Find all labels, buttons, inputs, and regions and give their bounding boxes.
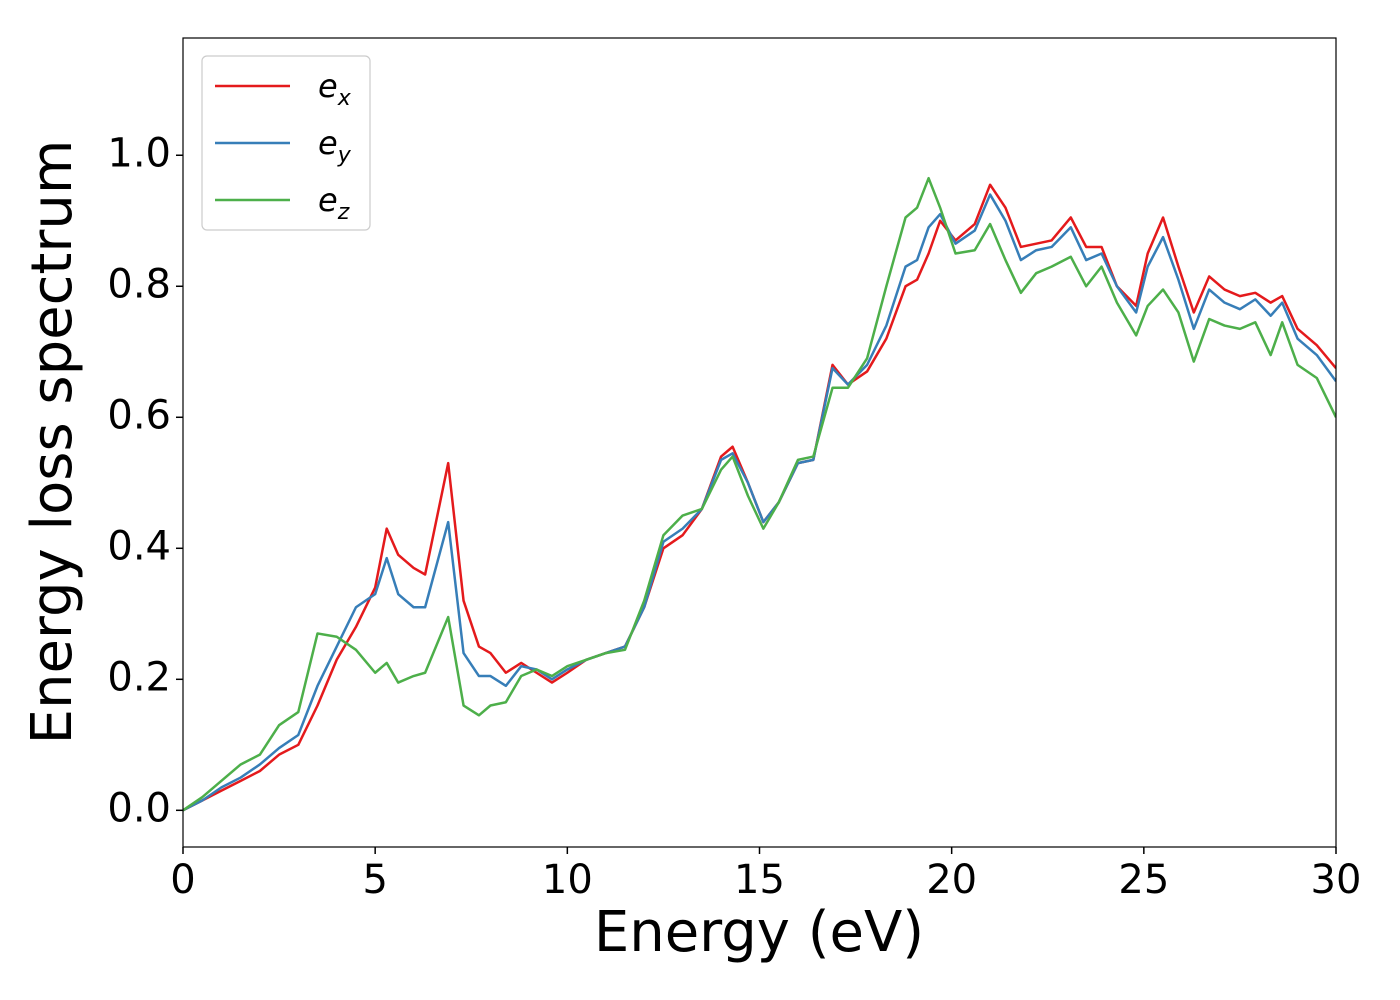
x-tick-label: 25 — [1118, 857, 1169, 903]
y-tick-label: 0.4 — [107, 523, 171, 569]
x-tick-label: 5 — [362, 857, 387, 903]
legend-subscript: z — [337, 200, 350, 225]
y-tick-label: 0.8 — [107, 261, 171, 307]
x-tick-label: 15 — [734, 857, 785, 903]
legend-name: e — [318, 124, 338, 162]
x-tick-label: 10 — [542, 857, 593, 903]
x-tick-label: 0 — [170, 857, 195, 903]
y-tick-label: 1.0 — [107, 130, 171, 176]
legend-subscript: y — [337, 143, 352, 168]
legend-label: ey — [318, 124, 352, 168]
series-line — [183, 176, 1336, 812]
legend-label: ez — [318, 181, 350, 225]
series-line — [183, 193, 1336, 812]
legend-label: ex — [318, 67, 352, 111]
legend-subscript: x — [337, 86, 352, 111]
plot-frame — [182, 37, 1337, 848]
y-axis-label: Energy loss spectrum — [20, 140, 85, 745]
x-tick-label: 30 — [1311, 857, 1362, 903]
legend-name: e — [318, 67, 338, 105]
x-tick-label: 20 — [926, 857, 977, 903]
y-tick-label: 0.0 — [107, 785, 171, 831]
series-line — [183, 183, 1336, 812]
x-axis-label: Energy (eV) — [594, 900, 924, 965]
legend-name: e — [318, 181, 338, 219]
y-tick-label: 0.2 — [107, 654, 171, 700]
y-tick-label: 0.6 — [107, 392, 171, 438]
